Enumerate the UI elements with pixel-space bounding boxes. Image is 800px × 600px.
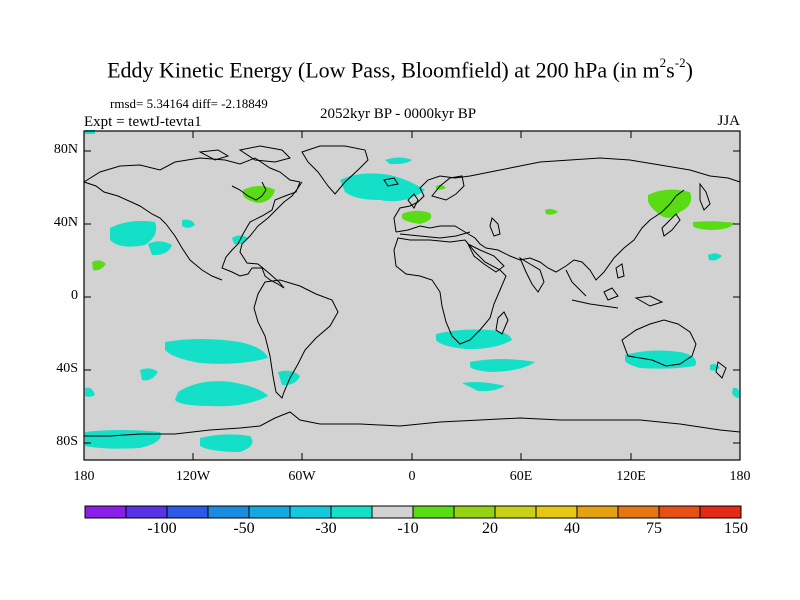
coastline-north-america	[83, 157, 303, 289]
colorbar-box	[453, 505, 496, 519]
negative-anomaly-regions	[85, 130, 740, 452]
colorbar-label: 75	[646, 520, 662, 537]
lon-label-60w: 60W	[288, 469, 316, 484]
anomaly-patch	[732, 387, 740, 398]
anomaly-patch	[462, 382, 505, 392]
colorbar-box	[289, 505, 332, 519]
anomaly-patch	[140, 368, 158, 381]
anomaly-patch	[85, 387, 95, 397]
anomaly-patch	[200, 434, 253, 452]
anomaly-patch	[278, 370, 300, 386]
anomaly-patch	[340, 173, 425, 202]
lon-label-60e: 60E	[509, 469, 533, 484]
colorbar-label: -30	[315, 520, 337, 537]
anomaly-patch	[148, 241, 172, 256]
coastline-indonesia	[603, 287, 619, 301]
coastline-eurasia	[393, 157, 741, 233]
coastline-africa	[393, 237, 507, 345]
coastline-arctic	[198, 149, 230, 161]
anomaly-patch	[402, 210, 432, 224]
coastline-japan	[661, 213, 681, 237]
colorbar-label: 150	[724, 520, 748, 537]
colorbar-box	[207, 505, 250, 519]
coastline-north-america	[165, 223, 223, 281]
coastline-south-america	[253, 279, 339, 399]
lon-label-0: 0	[408, 469, 416, 484]
colorbar-box	[248, 505, 291, 519]
lon-label-120e: 120E	[616, 469, 646, 484]
anomaly-patch	[545, 208, 558, 215]
colorbar-box	[494, 505, 537, 519]
anomaly-patch	[92, 260, 106, 271]
coastline-uk	[407, 193, 419, 209]
coastline-madagascar	[495, 311, 509, 335]
lat-label-80n: 80N	[53, 142, 78, 157]
colorbar-box	[576, 505, 619, 519]
anomaly-patch	[470, 359, 535, 372]
coastline-mediterranean	[399, 231, 471, 239]
coastline-scandinavia	[431, 175, 465, 201]
colorbar-box	[617, 505, 660, 519]
colorbar-box	[658, 505, 701, 519]
colorbar-label: -50	[233, 520, 255, 537]
anomaly-patch	[110, 220, 157, 247]
axis-ticks	[84, 131, 740, 460]
coastline-sea	[565, 269, 587, 297]
coastline-new-zealand	[715, 361, 727, 379]
colorbar-box	[371, 505, 414, 519]
coastline-hudson-bay	[231, 181, 267, 201]
experiment-label: Expt = tewtJ-tevta1	[84, 114, 202, 130]
lon-label-180e: 180	[729, 469, 751, 484]
map-title: Eddy Kinetic Energy (Low Pass, Bloomfiel…	[107, 55, 693, 83]
coastline-antarctica	[84, 411, 741, 437]
map-background	[84, 131, 740, 460]
colorbar-label: 40	[564, 520, 580, 537]
lat-label-0: 0	[71, 288, 78, 303]
anomaly-patch	[182, 219, 195, 228]
anomaly-patch	[165, 339, 268, 364]
coastline-arabia	[466, 242, 505, 273]
colorbar-box	[84, 505, 127, 519]
coastline-iceland	[383, 177, 399, 187]
anomaly-patch	[243, 186, 275, 203]
colorbar-box	[125, 505, 168, 519]
lon-label-120w: 120W	[175, 469, 211, 484]
colorbar	[84, 505, 742, 519]
colorbar-label: -10	[397, 520, 419, 537]
coastline-indonesia	[571, 299, 619, 309]
coastline-india	[518, 256, 545, 293]
lat-label-80s: 80S	[56, 434, 78, 449]
coastline-australia	[621, 319, 697, 367]
season-label: JJA	[717, 113, 740, 129]
colorbar-box	[535, 505, 578, 519]
coastline-caspian	[489, 217, 501, 237]
lat-label-40s: 40S	[56, 361, 78, 376]
coastline-north-america	[83, 181, 167, 225]
anomaly-patch	[385, 157, 412, 165]
colorbar-label: 20	[482, 520, 498, 537]
anomaly-patch	[436, 329, 512, 350]
coastline-eurasia	[395, 189, 685, 281]
coastline-new-guinea	[634, 295, 664, 307]
coastline-philippines	[615, 263, 625, 279]
anomaly-patch	[708, 253, 722, 261]
colorbar-label: -100	[147, 520, 177, 537]
colorbar-box	[166, 505, 209, 519]
colorbar-box	[330, 505, 373, 519]
period-label: 2052kyr BP - 0000kyr BP	[320, 106, 477, 122]
lon-label-180w: 180	[73, 469, 95, 484]
lat-label-40n: 40N	[53, 215, 78, 230]
colorbar-box	[699, 505, 742, 519]
coastlines	[83, 145, 741, 437]
anomaly-patch	[85, 430, 161, 449]
coastline-greenland	[301, 145, 369, 195]
coastline-kamchatka	[699, 182, 711, 211]
coastline-arctic	[238, 145, 291, 163]
stats-text: rmsd= 5.34164 diff= -2.18849	[110, 96, 268, 111]
colorbar-box	[412, 505, 455, 519]
anomaly-patch	[693, 221, 735, 230]
anomaly-patch	[175, 381, 268, 407]
